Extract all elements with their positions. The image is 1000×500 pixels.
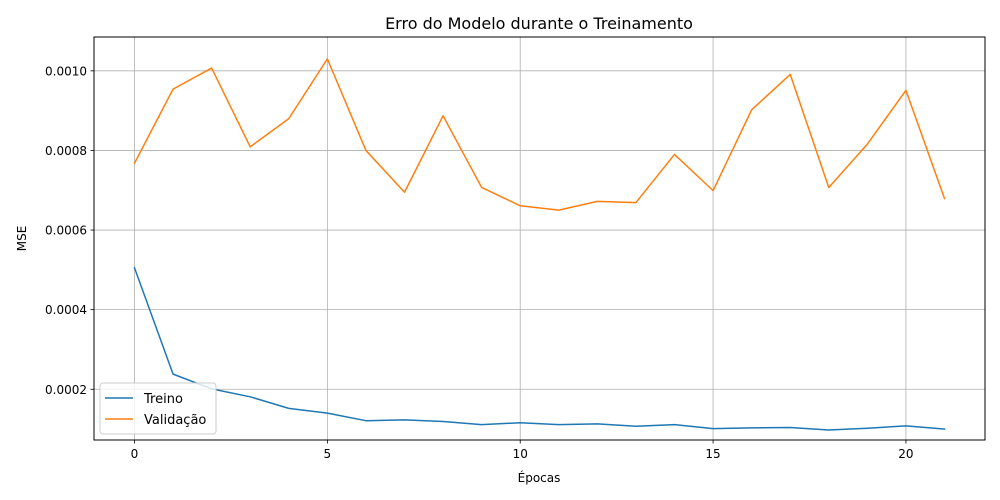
x-tick-label: 20: [898, 447, 913, 461]
y-axis-label: MSE: [15, 226, 29, 252]
series-lines: [133, 58, 946, 431]
y-tick-label: 0.0002: [45, 383, 87, 397]
plot-frame: [93, 36, 986, 441]
series-line-validacao: [133, 58, 946, 211]
legend: Treino Validação: [99, 382, 217, 435]
x-tick-label: 15: [705, 447, 720, 461]
y-tick-label: 0.0008: [45, 144, 87, 158]
x-tick-label: 5: [324, 447, 332, 461]
legend-box: [99, 382, 217, 435]
legend-label-treino: Treino: [143, 392, 183, 407]
series-line-treino: [133, 266, 946, 431]
y-tick-label: 0.0006: [45, 224, 87, 238]
x-tick-label: 10: [513, 447, 528, 461]
axis-ticks: 0 5 10 15 20 0.0002 0.0004 0.0006 0.0008 0.0010: [45, 64, 914, 461]
x-tick-label: 0: [131, 447, 139, 461]
legend-label-validacao: Validação: [144, 413, 206, 428]
y-tick-label: 0.0004: [45, 303, 87, 317]
x-axis-label: Épocas: [518, 470, 561, 485]
y-tick-label: 0.0010: [45, 64, 87, 78]
grid: [94, 37, 985, 440]
chart-title: Erro do Modelo durante o Treinamento: [385, 14, 693, 33]
